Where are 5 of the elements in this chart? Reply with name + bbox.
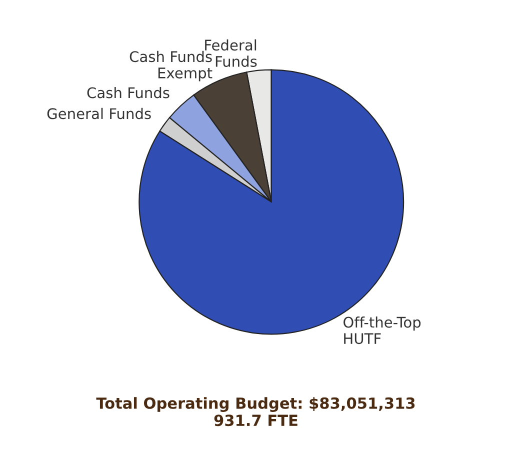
slice-label: General Funds [47,108,151,120]
slice-label: Cash Funds [87,86,170,98]
text: Total Operating Budget: $83,051,313 931.7 FTE [96,397,415,426]
slice-label: Cash Funds Exempt [130,50,212,82]
slice-label: Off-the-Top HUTF [344,316,421,344]
